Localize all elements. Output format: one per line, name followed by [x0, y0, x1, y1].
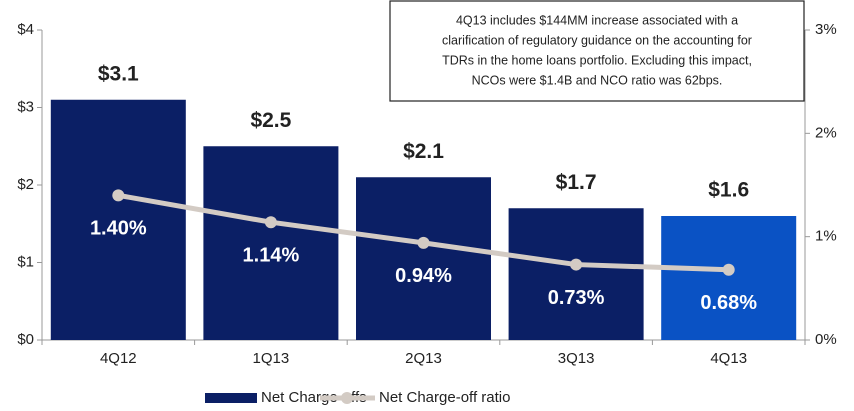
y2-tick-label: 0% — [815, 331, 837, 348]
y2-tick-label: 3% — [815, 21, 837, 38]
bar-value-label: $2.5 — [250, 109, 291, 132]
bar — [203, 146, 339, 340]
annotation-text: NCOs were $1.4B and NCO ratio was 62bps. — [472, 73, 723, 87]
y-tick-label: $4 — [17, 21, 34, 38]
annotation-box — [389, 0, 805, 102]
ratio-label: 0.68% — [700, 292, 757, 314]
bar — [50, 99, 186, 340]
ratio-point — [570, 258, 583, 271]
bar-value-label: $1.7 — [556, 171, 597, 194]
bar — [356, 177, 491, 340]
ratio-label: 1.40% — [90, 218, 147, 240]
y-tick-label: $2 — [17, 176, 34, 193]
ratio-label: 1.14% — [243, 244, 300, 266]
bar-value-label: $1.6 — [708, 179, 749, 202]
ratio-point — [112, 189, 125, 202]
x-tick-label: 3Q13 — [558, 350, 595, 367]
x-tick-label: 2Q13 — [405, 350, 442, 367]
y-tick-label: $1 — [17, 253, 34, 270]
bar — [661, 216, 797, 340]
x-tick-label: 4Q12 — [100, 350, 137, 367]
ratio-label: 0.73% — [548, 287, 605, 309]
x-tick-label: 4Q13 — [710, 350, 747, 367]
ratio-point — [264, 216, 277, 229]
y-tick-label: $3 — [17, 98, 34, 115]
annotation-text: 4Q13 includes $144MM increase associated… — [456, 13, 738, 27]
bar-value-label: $2.1 — [403, 140, 444, 163]
legend-label: Net Charge-off ratio — [379, 389, 510, 406]
y-tick-label: $0 — [17, 331, 34, 348]
y2-tick-label: 2% — [815, 124, 837, 141]
bar-value-label: $3.1 — [98, 62, 139, 85]
x-tick-label: 1Q13 — [253, 350, 290, 367]
legend-swatch — [205, 393, 257, 403]
ratio-label: 0.94% — [395, 265, 452, 287]
annotation-text: clarification of regulatory guidance on … — [442, 33, 752, 47]
bar — [508, 208, 644, 340]
legend-marker — [341, 392, 353, 404]
legend-label: Net Charge-offs — [261, 389, 367, 406]
ratio-point — [417, 236, 430, 249]
annotation-text: TDRs in the home loans portfolio. Exclud… — [442, 53, 752, 67]
ratio-point — [722, 263, 735, 276]
y2-tick-label: 1% — [815, 228, 837, 245]
